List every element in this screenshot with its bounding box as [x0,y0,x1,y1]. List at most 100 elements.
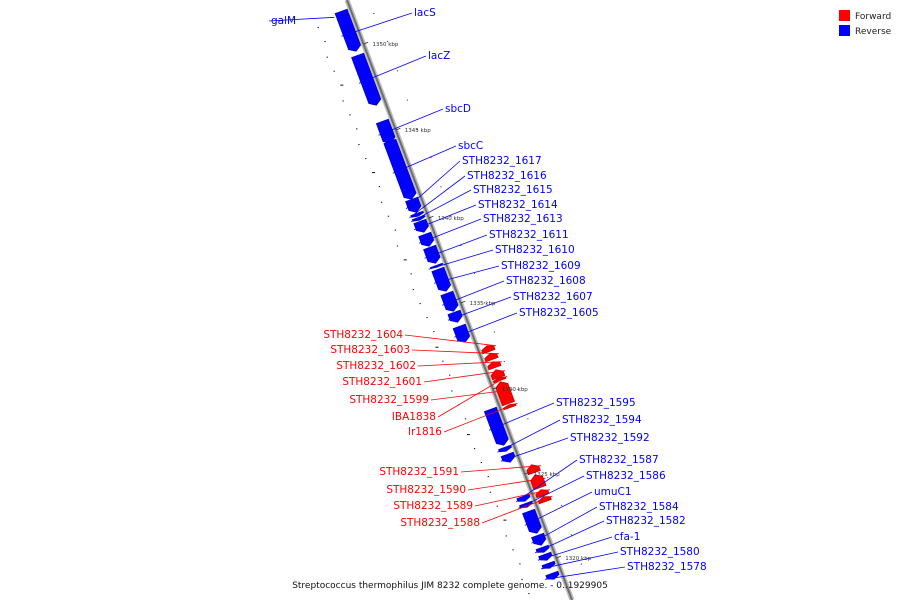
leader-line-sth8232_1604 [404,334,496,347]
gene-arrow-sbcc[interactable] [383,138,417,200]
gc-dot [324,41,326,43]
gene-label-sth8232_1584[interactable]: STH8232_1584 [599,501,679,513]
scale-tick-label: 1340 kbp [438,216,464,222]
gene-label-sth8232_1588[interactable]: STH8232_1588 [400,517,480,529]
gene-label-sth8232_1616[interactable]: STH8232_1616 [467,170,547,182]
gene-label-galm[interactable]: galM [271,15,296,27]
gene-label-sth8232_1578[interactable]: STH8232_1578 [627,561,707,573]
gc-dot [426,317,428,319]
gc-dot [547,477,549,478]
gene-label-sth8232_1592[interactable]: STH8232_1592 [570,432,650,444]
gc-dot [342,100,344,102]
gene-label-sbcc[interactable]: sbcC [458,140,483,152]
leader-line-sth8232_1591 [460,465,541,473]
gene-arrow-sth8232_1603[interactable] [484,353,499,363]
gene-label-umuc1[interactable]: umuC1 [594,486,632,498]
gene-label-sth8232_1601[interactable]: STH8232_1601 [342,376,422,388]
gene-arrow-sth8232_1611[interactable] [423,244,441,264]
gene-arrow-sth8232_1609[interactable] [431,266,452,292]
scale-tick-label: 1350 kbp [373,42,399,48]
legend: Forward Reverse [839,10,892,37]
gene-label-sth8232_1609[interactable]: STH8232_1609 [501,260,581,272]
gc-dot [450,215,452,217]
gene-label-sth8232_1594[interactable]: STH8232_1594 [562,414,642,426]
legend-reverse-swatch [839,25,850,36]
gene-arrow-sth8232_1588[interactable] [537,496,552,505]
gene-label-sbcd[interactable]: sbcD [445,103,471,115]
gene-label-lacz[interactable]: lacZ [428,50,450,62]
gene-label-sth8232_1607[interactable]: STH8232_1607 [513,291,593,303]
gc-dot [527,418,529,420]
gene-label-sth8232_1602[interactable]: STH8232_1602 [336,360,416,372]
gc-dot [386,40,389,42]
gene-label-iba1838[interactable]: IBA1838 [392,411,436,423]
gene-label-sth8232_1595[interactable]: STH8232_1595 [556,397,636,409]
scale-ticks: 1350 kbp 1345 kbp 1340 kbp 1335 kbp 1330 kbp… [363,41,592,562]
gene-label-sth8232_1611[interactable]: STH8232_1611 [489,229,569,241]
gc-dot [580,563,582,565]
scale-tick-label: 1330 kbp [502,387,528,393]
leader-line-sth8232_1609 [433,265,500,284]
gc-dot [473,448,476,450]
gene-arrow-sth8232_1599[interactable] [495,381,515,407]
gc-dot [493,331,495,333]
gene-label-sth8232_1615[interactable]: STH8232_1615 [473,184,553,196]
gene-label-sth8232_1599[interactable]: STH8232_1599 [349,394,429,406]
gene-label-sth8232_1591[interactable]: STH8232_1591 [379,466,459,478]
gene-label-sth8232_1582[interactable]: STH8232_1582 [606,515,686,527]
gene-arrow-sth8232_1595[interactable] [483,406,509,446]
gene-label-sth8232_1580[interactable]: STH8232_1580 [620,546,700,558]
gene-arrow-sth8232_1602[interactable] [487,361,502,371]
gc-dot [358,144,360,146]
gc-dot [317,27,319,29]
gc-dot [416,129,418,130]
gene-label-sth8232_1613[interactable]: STH8232_1613 [483,213,563,225]
gc-dot [570,534,572,536]
gene-label-sth8232_1610[interactable]: STH8232_1610 [495,244,575,256]
gene-label-sth8232_1605[interactable]: STH8232_1605 [519,307,599,319]
leader-line-sth8232_1594 [497,419,561,453]
leader-line-sth8232_1602 [417,361,502,367]
gene-arrow-sth8232_1614[interactable] [413,218,429,233]
gene-arrow-sth8232_1604[interactable] [481,345,496,355]
gc-dot [442,360,444,362]
gene-arrow-sth8232_1613[interactable] [418,231,435,247]
gene-arrow-lacz[interactable] [351,52,382,106]
gc-dot [340,84,344,86]
gene-label-sth8232_1617[interactable]: STH8232_1617 [462,155,542,167]
gc-dot [483,302,485,304]
leader-line-sth8232_1608 [442,280,505,306]
gc-dot [378,186,381,188]
leader-line-sth8232_1589 [474,489,550,507]
gene-label-sth8232_1589[interactable]: STH8232_1589 [393,500,473,512]
legend-reverse-label: Reverse [855,27,892,37]
gene-label-sth8232_1614[interactable]: STH8232_1614 [478,199,558,211]
gc-dot [387,215,390,217]
gene-label-sth8232_1586[interactable]: STH8232_1586 [586,470,666,482]
gene-label-sth8232_1587[interactable]: STH8232_1587 [579,454,659,466]
gene-arrow-sth8232_1587[interactable] [516,493,531,502]
leader-line-sth8232_1603 [411,349,499,355]
gene-arrow-sth8232_1617[interactable] [405,196,422,213]
gene-label-cfa-1[interactable]: cfa-1 [614,531,640,543]
gene-arrow-sth8232_1608[interactable] [440,290,459,312]
gene-arrow-lacs[interactable] [336,12,362,52]
gc-dot [528,593,530,595]
gene-label-sth8232_1604[interactable]: STH8232_1604 [323,329,403,341]
gene-label-sth8232_1590[interactable]: STH8232_1590 [386,484,466,496]
label-leaders [268,12,626,580]
gene-label-sth8232_1603[interactable]: STH8232_1603 [330,344,410,356]
leader-line-sth8232_1592 [500,437,569,462]
gene-label-lr1816[interactable]: lr1816 [408,426,442,438]
gene-label-lacs[interactable]: lacS [414,7,436,19]
gc-dot [349,114,351,116]
gene-label-sth8232_1608[interactable]: STH8232_1608 [506,275,586,287]
gc-dot [496,505,498,507]
gc-dot [356,128,358,130]
gc-dot [396,70,398,72]
gc-dot [373,13,375,14]
gc-dot [403,259,407,261]
gene-arrow-umuc1[interactable] [522,508,542,534]
gc-dot [412,289,414,291]
gene-arrow-cfa-1[interactable] [538,551,553,561]
